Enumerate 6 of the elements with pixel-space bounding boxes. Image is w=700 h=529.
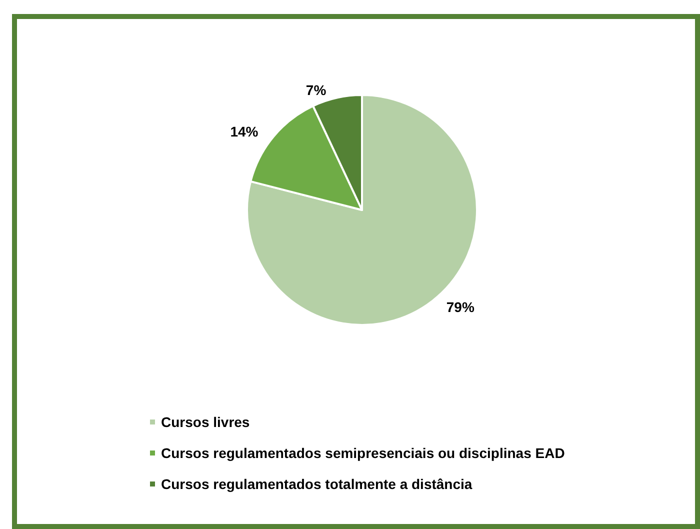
data-label: 79% — [446, 299, 475, 316]
data-label: 7% — [306, 82, 327, 98]
legend-label: Cursos regulamentados semipresenciais ou disciplinas EAD — [161, 445, 565, 461]
data-label: 14% — [230, 124, 259, 140]
legend-label: Cursos regulamentados totalmente a distância — [161, 476, 472, 492]
legend-label: Cursos livres — [161, 414, 250, 430]
